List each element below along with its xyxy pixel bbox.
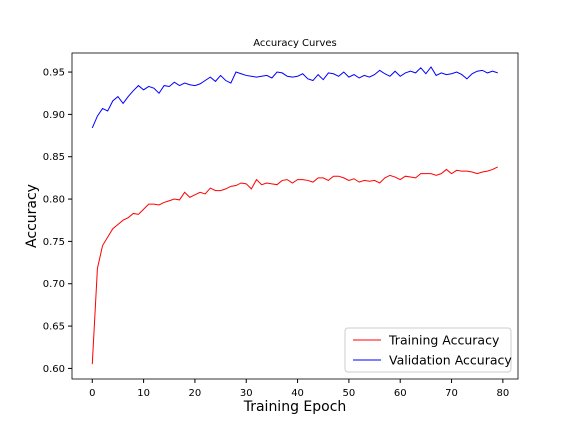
- x-tick-label: 40: [291, 388, 304, 399]
- x-tick-label: 30: [240, 388, 253, 399]
- x-tick-label: 20: [189, 388, 202, 399]
- y-tick-label: 0.95: [43, 68, 65, 79]
- plot-frame: [71, 52, 519, 380]
- legend-box: [344, 327, 512, 373]
- y-tick-label: 0.65: [43, 322, 65, 333]
- y-axis-label: Accuracy: [24, 184, 40, 248]
- y-tick-label: 0.70: [43, 279, 65, 290]
- x-tick-label: 70: [445, 388, 458, 399]
- y-tick-label: 0.85: [43, 152, 65, 163]
- chart-title: Accuracy Curves: [253, 38, 337, 49]
- y-tick-label: 0.60: [43, 364, 65, 375]
- x-tick-label: 80: [496, 388, 509, 399]
- x-tick-label: 60: [394, 388, 407, 399]
- x-tick-label: 10: [137, 388, 150, 399]
- legend-label: Training Accuracy: [388, 333, 500, 348]
- legend-label: Validation Accuracy: [389, 353, 512, 368]
- y-tick-label: 0.90: [43, 110, 65, 121]
- x-tick-label: 0: [89, 388, 95, 399]
- series-line: [91, 166, 498, 365]
- y-tick-label: 0.75: [43, 237, 65, 248]
- x-tick-label: 50: [343, 388, 356, 399]
- x-axis-label: Training Epoch: [243, 399, 347, 415]
- y-tick-label: 0.80: [43, 195, 65, 206]
- series-line: [91, 66, 498, 129]
